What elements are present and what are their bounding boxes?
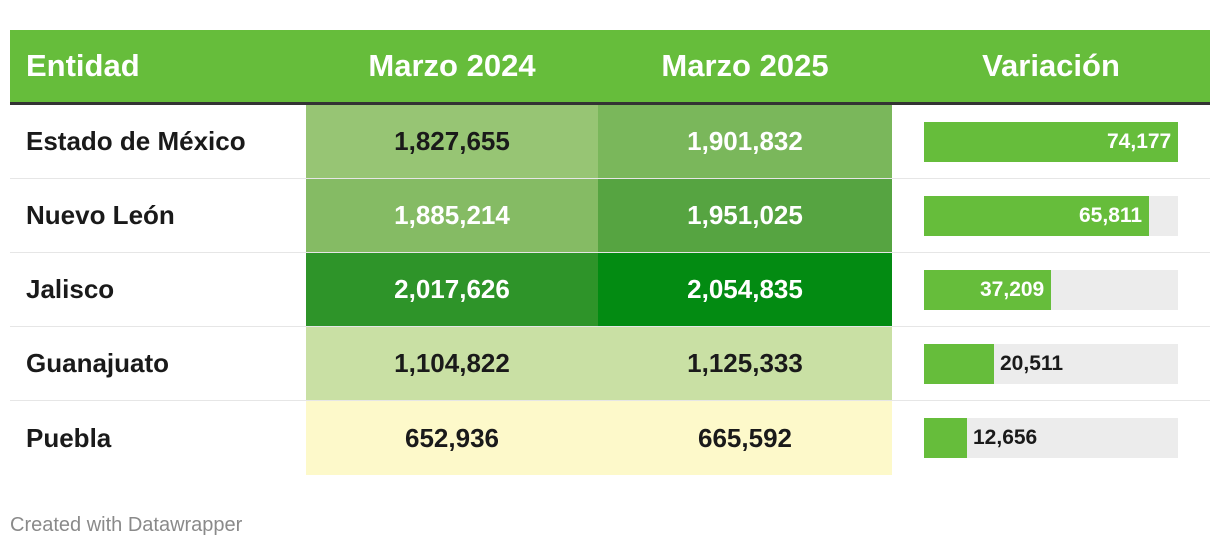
- variation-bar: [924, 195, 1149, 236]
- table-header: Entidad Marzo 2024 Marzo 2025 Variación: [10, 30, 1210, 105]
- table-row: Estado de México 1,827,655 1,901,832 74,177: [10, 105, 1210, 179]
- cell-marzo-2025: 1,951,025: [598, 179, 892, 252]
- cell-marzo-2025: 2,054,835: [598, 253, 892, 326]
- cell-marzo-2024: 652,936: [306, 401, 598, 475]
- cell-marzo-2024: 1,885,214: [306, 179, 598, 252]
- cell-variation: 12,656: [892, 401, 1210, 475]
- cell-marzo-2025: 1,901,832: [598, 105, 892, 178]
- cell-marzo-2025: 1,125,333: [598, 327, 892, 400]
- variation-label: 12,656: [973, 426, 1038, 449]
- cell-entity: Jalisco: [26, 274, 115, 304]
- variation-label: 37,209: [980, 277, 1045, 301]
- cell-entity: Puebla: [26, 422, 112, 453]
- cell-marzo-2024: 2,017,626: [306, 253, 598, 326]
- cell-variation: 37,209: [892, 253, 1210, 326]
- cell-entity: Guanajuato: [26, 348, 170, 378]
- cell-marzo-2024: 1,104,822: [306, 327, 598, 400]
- header-variation[interactable]: Variación: [982, 48, 1120, 83]
- variation-bar-track: 65,811: [924, 195, 1178, 236]
- cell-variation: 74,177: [892, 105, 1210, 178]
- header-marzo-2024[interactable]: Marzo 2024: [368, 48, 536, 83]
- cell-variation: 20,511: [892, 327, 1210, 400]
- variation-bar: [924, 418, 967, 458]
- variation-bar-track: 74,177: [924, 121, 1178, 162]
- variation-label: 74,177: [1107, 129, 1172, 153]
- variation-label: 20,511: [1000, 351, 1064, 375]
- table-row: Nuevo León 1,885,214 1,951,025 65,811: [10, 179, 1210, 253]
- variation-bar-track: 37,209: [924, 269, 1178, 310]
- variation-bar: [924, 343, 994, 384]
- variation-bar: [924, 121, 1178, 162]
- table-row: Puebla 652,936 665,592 12,656: [10, 401, 1210, 475]
- table-row: Jalisco 2,017,626 2,054,835 37,209: [10, 253, 1210, 327]
- header-entity[interactable]: Entidad: [26, 48, 140, 83]
- table-body: Estado de México 1,827,655 1,901,832 74,177…: [10, 105, 1210, 475]
- header-marzo-2025[interactable]: Marzo 2025: [661, 48, 829, 83]
- datawrapper-credit[interactable]: Created with Datawrapper: [10, 514, 243, 536]
- variation-bar: [924, 269, 1051, 310]
- cell-entity: Nuevo León: [26, 200, 175, 230]
- cell-marzo-2025: 665,592: [598, 401, 892, 475]
- variation-bar-track: 12,656: [924, 418, 1178, 458]
- cell-variation: 65,811: [892, 179, 1210, 252]
- variation-label: 65,811: [1079, 203, 1143, 227]
- table-row: Guanajuato 1,104,822 1,125,333 20,511: [10, 327, 1210, 401]
- cell-marzo-2024: 1,827,655: [306, 105, 598, 178]
- data-table: Entidad Marzo 2024 Marzo 2025 Variación …: [10, 30, 1210, 475]
- cell-entity: Estado de México: [26, 126, 246, 156]
- variation-bar-track: 20,511: [924, 343, 1178, 384]
